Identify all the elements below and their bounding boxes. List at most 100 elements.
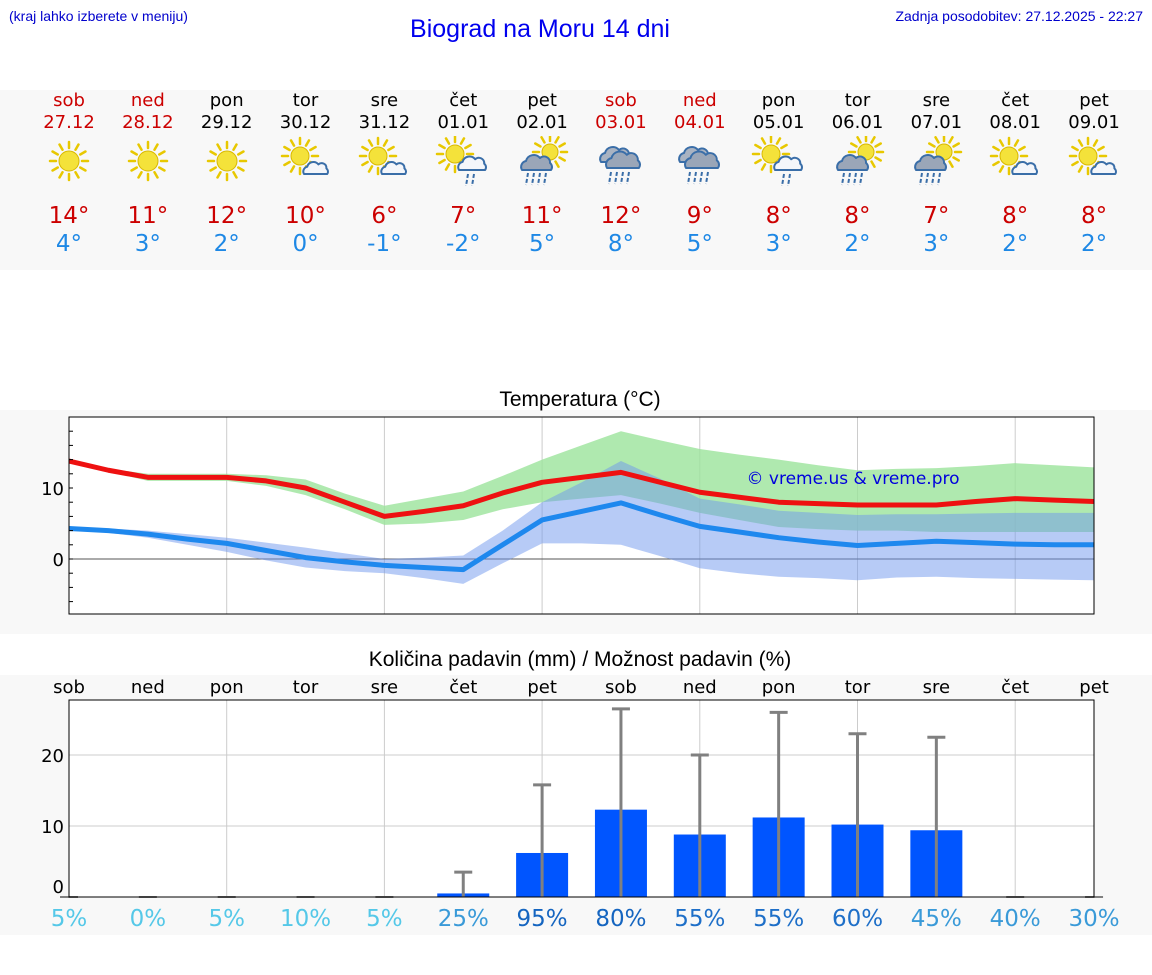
day-date: 07.01 <box>910 112 963 133</box>
day-date: 08.01 <box>989 112 1041 133</box>
forecast-band <box>0 90 1152 270</box>
max-temperature-line <box>68 458 1095 519</box>
last-updated: Zadnja posodobitev: 27.12.2025 - 22:27 <box>895 8 1143 24</box>
min-temperature-line <box>68 500 1095 573</box>
min-temperature: 2° <box>844 231 871 257</box>
category-label: čet <box>1001 677 1029 698</box>
max-temperature: 14° <box>48 203 90 229</box>
day-date: 04.01 <box>674 112 726 133</box>
min-temperature: 2° <box>1002 231 1029 257</box>
day-name: čet <box>1001 90 1030 111</box>
min-temperature: 4° <box>55 231 83 257</box>
min-temperature: 5° <box>529 231 556 257</box>
cloud-sun-rain-icon <box>520 136 569 186</box>
day-name: pet <box>527 90 557 111</box>
forecast-day: pon 05.01 8° 3° <box>739 90 819 258</box>
min-temperature: -1° <box>367 231 402 257</box>
precipitation-probability: 30% <box>1068 906 1119 932</box>
day-date: 02.01 <box>516 112 568 133</box>
precipitation-probability: 5% <box>366 906 403 932</box>
max-temperature: 12° <box>206 203 248 229</box>
day-date: 09.01 <box>1068 112 1120 133</box>
day-date: 29.12 <box>200 112 253 133</box>
day-name: sob <box>605 90 637 111</box>
category-label: pet <box>1079 677 1109 698</box>
forecast-day: sre 31.12 6° -1° <box>344 90 424 258</box>
min-temperature: 5° <box>686 231 713 257</box>
max-temperature: 11° <box>521 203 563 229</box>
category-label: tor <box>845 677 871 698</box>
day-name: pon <box>209 90 244 111</box>
forecast-day: pet 02.01 11° 5° <box>502 90 582 258</box>
day-name: ned <box>682 90 717 111</box>
category-label: ned <box>131 677 165 698</box>
day-name: sre <box>922 90 951 111</box>
day-name: ned <box>130 90 165 111</box>
max-temperature: 8° <box>844 203 871 229</box>
sun-cloud-rain-icon <box>751 136 803 186</box>
forecast-day: sob 27.12 14° 4° <box>29 90 109 258</box>
cloud-sun-rain-icon <box>914 136 963 186</box>
category-label: sob <box>53 677 85 698</box>
precipitation-probability: 10% <box>280 906 331 932</box>
day-date: 03.01 <box>595 112 647 133</box>
max-temperature: 11° <box>127 203 169 229</box>
min-temperature: 2° <box>213 231 240 257</box>
sun-cloud-icon <box>280 136 329 176</box>
min-temperature: 2° <box>1080 231 1108 257</box>
day-name: čet <box>449 90 478 111</box>
day-name: pet <box>1079 90 1109 111</box>
max-temperature: 10° <box>285 203 326 229</box>
forecast-day: čet 01.01 7° -2° <box>423 90 503 258</box>
min-temperature: 0° <box>292 231 319 257</box>
min-temperature: -2° <box>446 231 481 257</box>
category-label: sre <box>923 677 950 698</box>
day-name: tor <box>844 90 871 111</box>
day-date: 05.01 <box>752 112 805 133</box>
max-temperature: 12° <box>600 203 642 229</box>
precipitation-probability: 95% <box>517 906 568 932</box>
forecast-day: sre 07.01 7° 3° <box>896 90 976 258</box>
max-temperature: 8° <box>765 203 792 229</box>
cloud-rain-icon <box>599 146 641 185</box>
category-label: pon <box>762 677 796 698</box>
cloud-sun-rain-icon <box>835 136 884 186</box>
precipitation-probability: 80% <box>595 906 646 932</box>
max-temperature: 8° <box>1080 203 1108 229</box>
day-date: 06.01 <box>831 112 884 133</box>
y-tick-label: 10 <box>41 479 64 500</box>
day-name: pon <box>761 90 796 111</box>
precipitation-probability: 5% <box>51 906 88 932</box>
page-title: Biograd na Moru 14 dni <box>410 15 670 43</box>
min-temperature: 3° <box>134 231 161 257</box>
precipitation-probability: 45% <box>911 906 962 932</box>
y-tick-label: 10 <box>41 817 64 838</box>
y-tick-label: 20 <box>41 746 64 767</box>
forecast-day: ned 28.12 11° 3° <box>108 90 188 258</box>
precipitation-probability: 5% <box>208 906 245 932</box>
precipitation-probability: 25% <box>438 906 489 932</box>
forecast-day: pon 29.12 12° 2° <box>187 90 267 258</box>
min-temperature-band <box>69 461 1095 584</box>
category-label: sre <box>371 677 398 698</box>
precipitation-probability: 60% <box>832 906 883 932</box>
sun-cloud-rain-icon <box>436 136 488 186</box>
location-hint: (kraj lahko izberete v meniju) <box>9 8 188 24</box>
temperature-chart-title: Temperatura (°C) <box>499 388 661 411</box>
category-label: tor <box>293 677 319 698</box>
category-label: sob <box>605 677 637 698</box>
precipitation-probability: 55% <box>674 906 725 932</box>
day-date: 31.12 <box>358 112 411 133</box>
min-temperature: 8° <box>607 231 634 257</box>
plot-frame <box>68 416 1095 615</box>
sun-cloud-icon <box>1068 136 1118 176</box>
forecast-day: čet 08.01 8° 2° <box>975 90 1055 258</box>
y-tick-label: 0 <box>53 550 64 571</box>
min-temperature: 3° <box>923 231 950 257</box>
y-tick-label: 0 <box>53 877 64 898</box>
max-temperature: 9° <box>686 203 713 229</box>
day-date: 27.12 <box>43 112 95 133</box>
sun-icon <box>206 140 247 182</box>
